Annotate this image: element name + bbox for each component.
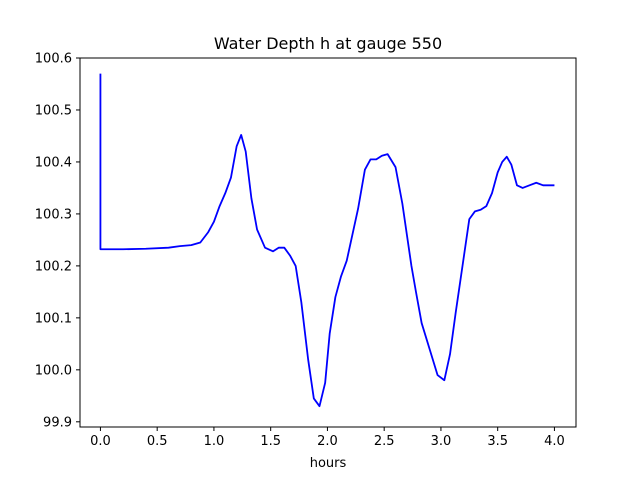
y-tick-label: 99.9: [43, 415, 72, 430]
x-tick-label: 2.5: [374, 434, 395, 449]
x-tick-label: 1.0: [204, 434, 225, 449]
y-tick-label: 100.1: [35, 311, 72, 326]
x-tick-label: 4.0: [544, 434, 565, 449]
y-tick-label: 100.2: [35, 259, 72, 274]
x-tick-label: 3.0: [431, 434, 452, 449]
y-tick-label: 100.4: [35, 155, 72, 170]
series-line-0: [99, 73, 555, 408]
x-axis-ticks: 0.0 0.5 1.0 1.5 2.0 2.5 3.0 3.5 4.0: [90, 427, 565, 449]
y-axis-ticks: 99.9 100.0 100.1 100.2 100.3 100.4 100.5 100.6: [35, 52, 80, 430]
axes-frame: [79, 57, 577, 428]
y-tick-label: 100.3: [35, 207, 72, 222]
y-tick-label: 100.6: [35, 52, 72, 67]
x-tick-label: 2.0: [317, 434, 338, 449]
y-tick-label: 100.0: [35, 363, 72, 378]
x-tick-label: 1.5: [260, 434, 281, 449]
x-axis-label: hours: [310, 456, 347, 471]
chart-title: Water Depth h at gauge 550: [214, 34, 442, 53]
x-tick-label: 3.5: [487, 434, 508, 449]
y-tick-label: 100.5: [35, 103, 72, 118]
plot-area: [79, 57, 577, 428]
x-tick-label: 0.0: [90, 434, 111, 449]
x-tick-label: 0.5: [147, 434, 168, 449]
